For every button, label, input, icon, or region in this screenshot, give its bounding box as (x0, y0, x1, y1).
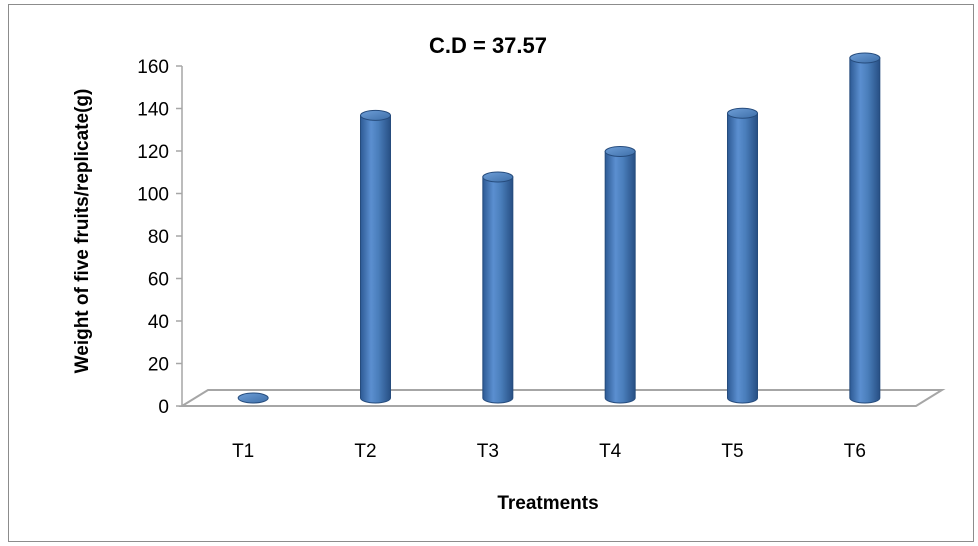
x-tick-label: T5 (721, 441, 743, 462)
x-tick-label: T6 (844, 441, 866, 462)
y-tick-label: 60 (148, 270, 169, 291)
y-tick-label: 140 (137, 100, 169, 121)
bar-body (849, 57, 881, 404)
y-tick-label: 120 (137, 142, 169, 163)
bar-T2 (360, 109, 391, 404)
bar-T5 (727, 107, 758, 404)
y-tick-label: 0 (158, 397, 169, 418)
x-tick-label: T3 (477, 441, 499, 462)
x-tick-label: T4 (599, 441, 622, 462)
bar-T6 (849, 52, 881, 404)
bar-T1 (237, 392, 269, 404)
bar-cap (604, 146, 636, 157)
bars-group (237, 52, 881, 404)
bar-cap (482, 171, 514, 183)
bar-cap (360, 109, 391, 121)
bar-cap (849, 52, 881, 64)
x-axis-ticks: T1 T2 T3 T4 T5 T6 (232, 441, 866, 462)
y-axis-title: Weight of five fruits/replicate(g) (72, 89, 93, 374)
y-tick-label: 40 (148, 312, 169, 333)
bar-cap (237, 392, 269, 404)
x-axis-title: Treatments (497, 493, 598, 514)
bar-T3 (482, 171, 514, 404)
y-tick-label: 100 (137, 185, 169, 206)
bar-body (482, 176, 514, 404)
bar-body (360, 114, 391, 404)
chart-floor (178, 389, 946, 407)
chart-title: C.D = 37.57 (429, 33, 547, 58)
bar-T4 (604, 146, 636, 404)
bar-body (727, 112, 758, 404)
y-axis-ticks: 0 20 40 60 80 100 120 140 160 (137, 57, 182, 418)
y-tick-label: 80 (148, 227, 169, 248)
x-tick-label: T1 (232, 441, 254, 462)
y-tick-label: 20 (148, 355, 169, 376)
bar-body (604, 151, 636, 404)
y-tick-label: 160 (137, 57, 169, 78)
bar-cap (727, 107, 758, 119)
x-tick-label: T2 (354, 441, 376, 462)
